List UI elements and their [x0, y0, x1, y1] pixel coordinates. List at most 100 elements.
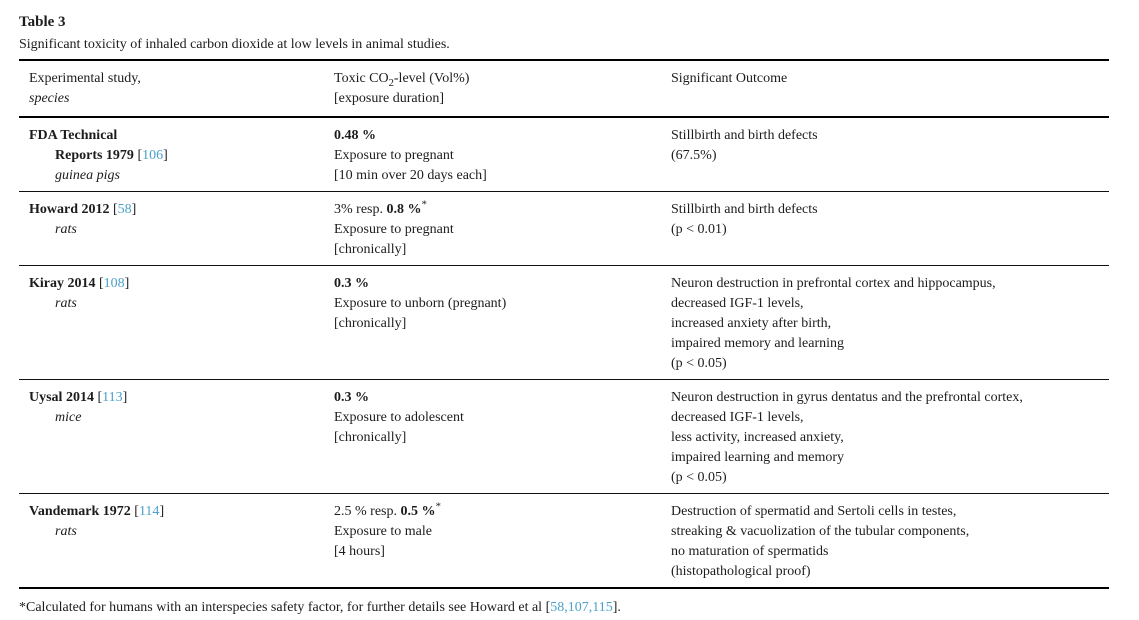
- table-row: Kiray 2014 [108] rats 0.3 % Exposure to unb…: [19, 265, 1109, 380]
- study-name: Uysal 2014: [29, 390, 94, 405]
- study-cell: Vandemark 1972 [114] rats: [19, 493, 324, 588]
- species-label: rats: [55, 222, 77, 237]
- co2-subscript: 2: [388, 77, 394, 89]
- citation: [106]: [137, 148, 168, 163]
- co2-level: 3% resp. 0.8 %*: [334, 198, 653, 220]
- study-name-line: Uysal 2014 [113]: [29, 388, 316, 408]
- table-row: Vandemark 1972 [114] rats 2.5 % resp. 0.5 …: [19, 493, 1109, 588]
- footnote-text-end: ].: [612, 600, 621, 615]
- citation-link[interactable]: 113: [102, 390, 123, 405]
- co2-level-value: 0.3 %: [334, 276, 369, 291]
- citation: [58]: [113, 202, 137, 217]
- species-label: guinea pigs: [55, 168, 120, 183]
- outcome-cell: Stillbirth and birth defects (67.5%): [661, 117, 1109, 192]
- footnote-marker: *: [421, 198, 428, 211]
- species-label: mice: [55, 410, 82, 425]
- exposure-duration: [chronically]: [334, 242, 407, 257]
- outcome-line: less activity, increased anxiety,: [671, 430, 844, 445]
- exposure-duration: [chronically]: [334, 430, 407, 445]
- outcome-line: (p < 0.05): [671, 356, 727, 371]
- outcome-cell: Destruction of spermatid and Sertoli cel…: [661, 493, 1109, 588]
- co2-level-value: 0.48 %: [334, 128, 376, 143]
- table-row: Howard 2012 [58] rats 3% resp. 0.8 %* Expos…: [19, 191, 1109, 266]
- co2-level-comparison: 2.5 % resp.: [334, 504, 401, 519]
- exposure-duration: [4 hours]: [334, 544, 385, 559]
- footnote: *Calculated for humans with an interspec…: [19, 598, 1109, 618]
- level-cell: 2.5 % resp. 0.5 %* Exposure to male [4 hou…: [324, 493, 661, 588]
- exposure-duration: [10 min over 20 days each]: [334, 168, 487, 183]
- co2-level-value: 0.3 %: [334, 390, 369, 405]
- study-name-line: FDA Technical: [29, 126, 316, 146]
- study-name: Vandemark 1972: [29, 504, 131, 519]
- outcome-line: (histopathological proof): [671, 564, 811, 579]
- outcome-line: impaired learning and memory: [671, 450, 844, 465]
- outcome-line: Neuron destruction in prefrontal cortex …: [671, 276, 996, 291]
- column-header-co2-level: Toxic CO2-level (Vol%) [exposure duratio…: [324, 60, 661, 118]
- table-figure: Table 3 Significant toxicity of inhaled …: [19, 11, 1109, 618]
- footnote-citation-link[interactable]: 58,107,115: [550, 600, 613, 615]
- column-header-study: Experimental study, species: [19, 60, 324, 118]
- header-level-line2: [exposure duration]: [334, 91, 445, 106]
- header-level-line1: Toxic CO2-level (Vol%): [334, 71, 470, 89]
- co2-level-value: 0.5 %: [400, 504, 436, 519]
- outcome-cell: Neuron destruction in prefrontal cortex …: [661, 265, 1109, 380]
- outcome-line: (67.5%): [671, 148, 717, 163]
- table-caption: Significant toxicity of inhaled carbon d…: [19, 37, 450, 52]
- outcome-line: Stillbirth and birth defects: [671, 202, 818, 217]
- study-name: Howard 2012: [29, 202, 110, 217]
- co2-level: 2.5 % resp. 0.5 %*: [334, 500, 653, 522]
- co2-level-value: 0.8 %: [386, 202, 422, 217]
- level-cell: 0.48 % Exposure to pregnant [10 min over 2…: [324, 117, 661, 192]
- citation-link[interactable]: 108: [103, 276, 125, 291]
- citation-link[interactable]: 106: [142, 148, 164, 163]
- outcome-cell: Neuron destruction in gyrus dentatus and…: [661, 379, 1109, 494]
- study-name-continued: Reports 1979: [55, 148, 134, 163]
- outcome-line: Neuron destruction in gyrus dentatus and…: [671, 390, 1023, 405]
- study-name-line: Kiray 2014 [108]: [29, 274, 316, 294]
- exposure-target: Exposure to male: [334, 524, 432, 539]
- footnote-marker: *: [435, 500, 442, 513]
- exposure-target: Exposure to pregnant: [334, 148, 454, 163]
- study-name-line2: Reports 1979 [106]: [29, 146, 316, 166]
- table-row: Uysal 2014 [113] mice 0.3 % Exposure to ado…: [19, 379, 1109, 494]
- header-row: Experimental study, species Toxic CO2-le…: [19, 60, 1109, 118]
- table-row: FDA Technical Reports 1979 [106] guinea pi…: [19, 117, 1109, 192]
- outcome-line: decreased IGF-1 levels,: [671, 410, 804, 425]
- study-cell: FDA Technical Reports 1979 [106] guinea pi…: [19, 117, 324, 192]
- level-cell: 0.3 % Exposure to unborn (pregnant) [chron…: [324, 265, 661, 380]
- study-name-line: Howard 2012 [58]: [29, 200, 316, 220]
- citation: [114]: [134, 504, 165, 519]
- outcome-cell: Stillbirth and birth defects (p < 0.01): [661, 191, 1109, 266]
- citation-link[interactable]: 58: [117, 202, 132, 217]
- citation-link[interactable]: 114: [138, 504, 160, 519]
- header-study-line1: Experimental study,: [29, 71, 141, 86]
- toxicity-table: Experimental study, species Toxic CO2-le…: [19, 59, 1109, 589]
- study-cell: Kiray 2014 [108] rats: [19, 265, 324, 380]
- level-cell: 3% resp. 0.8 %* Exposure to pregnant [chro…: [324, 191, 661, 266]
- citation: [108]: [99, 276, 130, 291]
- header-study-line2: species: [29, 91, 70, 106]
- outcome-line: Stillbirth and birth defects: [671, 128, 818, 143]
- column-header-outcome: Significant Outcome: [661, 60, 1109, 118]
- outcome-line: decreased IGF-1 levels,: [671, 296, 804, 311]
- outcome-line: Destruction of spermatid and Sertoli cel…: [671, 504, 957, 519]
- exposure-target: Exposure to pregnant: [334, 222, 454, 237]
- table-body: FDA Technical Reports 1979 [106] guinea pi…: [19, 117, 1109, 588]
- level-cell: 0.3 % Exposure to adolescent [chronically]: [324, 379, 661, 494]
- outcome-line: no maturation of spermatids: [671, 544, 829, 559]
- study-name: Kiray 2014: [29, 276, 96, 291]
- exposure-target: Exposure to adolescent: [334, 410, 464, 425]
- co2-level: 0.3 %: [334, 274, 653, 294]
- outcome-line: impaired memory and learning: [671, 336, 844, 351]
- species-label: rats: [55, 524, 77, 539]
- table-title: Table 3: [19, 14, 66, 30]
- co2-level: 0.3 %: [334, 388, 653, 408]
- exposure-duration: [chronically]: [334, 316, 407, 331]
- study-name: FDA Technical: [29, 128, 118, 143]
- citation: [113]: [97, 390, 128, 405]
- outcome-line: increased anxiety after birth,: [671, 316, 832, 331]
- study-cell: Howard 2012 [58] rats: [19, 191, 324, 266]
- co2-level-comparison: 3% resp.: [334, 202, 387, 217]
- study-cell: Uysal 2014 [113] mice: [19, 379, 324, 494]
- co2-level: 0.48 %: [334, 126, 653, 146]
